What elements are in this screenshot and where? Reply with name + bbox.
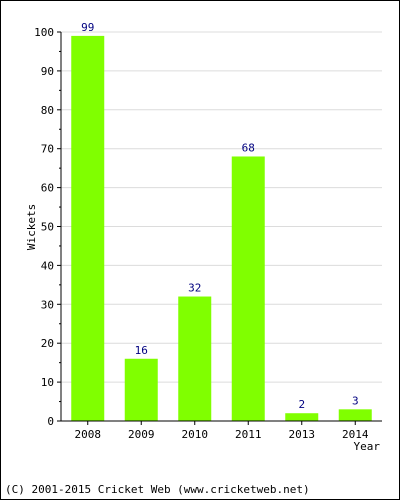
x-tick-labels: 2008 2009 2010 2011 2013 2014 (75, 428, 369, 441)
axes (57, 31, 382, 425)
y-tick-label: 60 (41, 182, 54, 195)
y-tick-label: 0 (47, 415, 54, 428)
bar-2013 (285, 413, 319, 421)
y-tick-label: 20 (41, 337, 54, 350)
data-label: 99 (81, 21, 94, 34)
bar-2008 (71, 35, 105, 421)
y-tick-label: 50 (41, 221, 54, 234)
data-label: 3 (352, 394, 359, 407)
copyright-notice: (C) 2001-2015 Cricket Web (www.cricketwe… (5, 483, 310, 496)
data-label: 32 (188, 282, 201, 295)
x-tick-label: 2011 (235, 428, 262, 441)
x-tick-label: 2008 (75, 428, 102, 441)
data-label: 2 (298, 398, 305, 411)
y-tick-labels: 0 10 20 30 40 50 60 70 80 90 100 (34, 26, 54, 428)
y-tick-label: 70 (41, 143, 54, 156)
y-axis-title: Wickets (25, 204, 38, 250)
x-tick-label: 2013 (289, 428, 316, 441)
x-tick-label: 2014 (342, 428, 369, 441)
bar-2011 (231, 156, 265, 422)
y-tick-label: 30 (41, 298, 54, 311)
x-tick-label: 2010 (182, 428, 209, 441)
data-label: 68 (242, 141, 255, 154)
x-axis-title: Year (354, 440, 381, 453)
data-labels: 99 16 32 68 2 3 (81, 21, 358, 411)
data-label: 16 (135, 344, 148, 357)
bar-2014 (338, 409, 372, 421)
bars (71, 35, 372, 422)
y-tick-label: 80 (41, 104, 54, 117)
bar-2009 (124, 358, 158, 421)
y-tick-label: 100 (34, 26, 54, 39)
y-tick-label: 40 (41, 259, 54, 272)
y-tick-label: 10 (41, 376, 54, 389)
gridlines (61, 31, 382, 383)
y-tick-label: 90 (41, 65, 54, 78)
bar-2010 (178, 296, 212, 421)
x-tick-label: 2009 (128, 428, 155, 441)
